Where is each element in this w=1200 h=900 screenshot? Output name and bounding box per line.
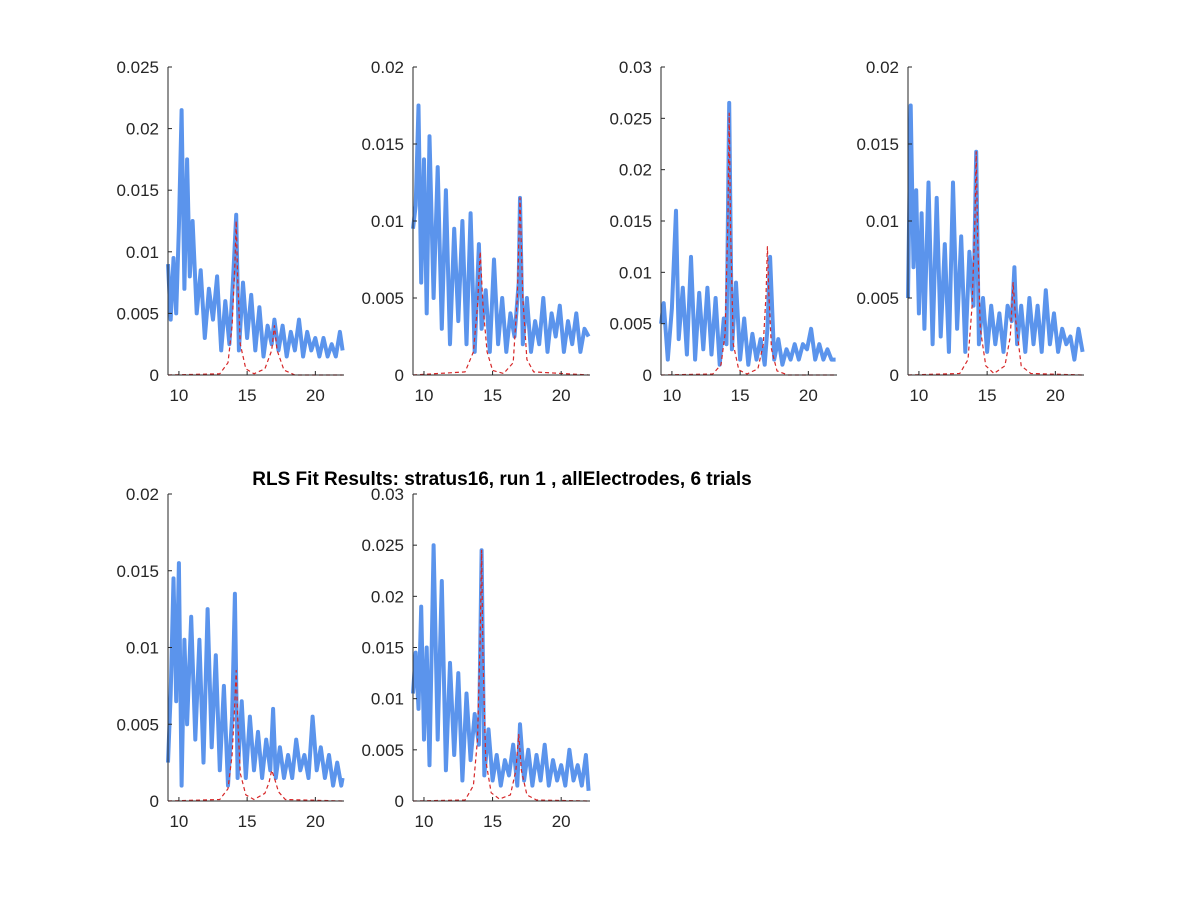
y-tick-label: 0.02 — [126, 120, 159, 139]
x-tick-label: 20 — [306, 812, 325, 831]
subplot-grid: 0 0.005 0.01 0.015 0.02 0.025 10 15 20 0 0.005 0.01… — [116, 58, 1085, 831]
y-tick-label: 0.005 — [361, 289, 404, 308]
y-tick-label: 0.015 — [609, 212, 652, 231]
subplot-6: 0 0.005 0.01 0.015 0.02 0.025 0.03 10 15 20 — [361, 485, 591, 831]
y-tick-label: 0.005 — [361, 741, 404, 760]
subplot-5: 0 0.005 0.01 0.015 0.02 10 15 20 — [116, 485, 345, 831]
y-tick-label: 0 — [643, 366, 652, 385]
y-tick-label: 0.01 — [866, 212, 899, 231]
y-tick-label: 0.01 — [126, 243, 159, 262]
y-tick-label: 0.02 — [866, 58, 899, 77]
x-tick-label: 15 — [731, 386, 750, 405]
x-tick-label: 15 — [238, 386, 257, 405]
series-line-measured — [166, 108, 345, 359]
x-tick-label: 15 — [978, 386, 997, 405]
y-tick-label: 0.03 — [371, 485, 404, 504]
x-tick-label: 20 — [306, 386, 325, 405]
x-tick-label: 20 — [552, 812, 571, 831]
y-tick-label: 0.02 — [619, 161, 652, 180]
y-tick-label: 0 — [395, 366, 404, 385]
y-tick-label: 0.015 — [116, 562, 159, 581]
x-tick-label: 10 — [415, 812, 434, 831]
x-tick-label: 15 — [238, 812, 257, 831]
y-tick-label: 0.025 — [361, 536, 404, 555]
y-tick-label: 0.025 — [609, 109, 652, 128]
series-line-fit — [660, 112, 836, 376]
x-tick-label: 10 — [662, 386, 681, 405]
y-tick-label: 0.005 — [609, 315, 652, 334]
y-tick-label: 0.015 — [361, 639, 404, 658]
series-line-measured — [906, 103, 1085, 362]
x-tick-label: 15 — [483, 386, 502, 405]
y-tick-label: 0.03 — [619, 58, 652, 77]
series-line-fit — [167, 669, 343, 802]
y-tick-label: 0.015 — [361, 135, 404, 154]
y-tick-label: 0.02 — [126, 485, 159, 504]
series-line-measured — [166, 561, 345, 788]
y-tick-label: 0 — [150, 792, 159, 811]
y-tick-label: 0.015 — [116, 181, 159, 200]
x-tick-label: 20 — [1046, 386, 1065, 405]
subplot-3: 0 0.005 0.01 0.015 0.02 0.025 0.03 10 15 20 — [609, 58, 837, 405]
series-line-fit — [412, 549, 589, 802]
y-tick-label: 0.02 — [371, 587, 404, 606]
x-tick-label: 20 — [552, 386, 571, 405]
subplot-1: 0 0.005 0.01 0.015 0.02 0.025 10 15 20 — [116, 58, 345, 405]
y-tick-label: 0.005 — [116, 304, 159, 323]
series-line-measured — [411, 103, 591, 354]
y-tick-label: 0.01 — [126, 639, 159, 658]
y-tick-label: 0.025 — [116, 58, 159, 77]
x-tick-label: 20 — [799, 386, 818, 405]
x-tick-label: 10 — [169, 812, 188, 831]
series-line-measured — [659, 100, 836, 367]
y-tick-label: 0.005 — [116, 715, 159, 734]
y-tick-label: 0 — [150, 366, 159, 385]
y-tick-label: 0.01 — [371, 212, 404, 231]
y-tick-label: 0.015 — [856, 135, 899, 154]
x-tick-label: 15 — [483, 812, 502, 831]
y-tick-label: 0 — [395, 792, 404, 811]
y-tick-label: 0.01 — [371, 690, 404, 709]
y-tick-label: 0.01 — [619, 263, 652, 282]
subplot-2: 0 0.005 0.01 0.015 0.02 10 15 20 — [361, 58, 591, 405]
x-tick-label: 10 — [169, 386, 188, 405]
x-tick-label: 10 — [909, 386, 928, 405]
figure-title: RLS Fit Results: stratus16, run 1 , allE… — [252, 469, 751, 490]
y-tick-label: 0.02 — [371, 58, 404, 77]
series-line-fit — [907, 151, 1083, 376]
y-tick-label: 0 — [890, 366, 899, 385]
subplot-4: 0 0.005 0.01 0.015 0.02 10 15 20 — [856, 58, 1085, 405]
y-tick-label: 0.005 — [856, 289, 899, 308]
series-line-measured — [411, 543, 591, 791]
x-tick-label: 10 — [415, 386, 434, 405]
